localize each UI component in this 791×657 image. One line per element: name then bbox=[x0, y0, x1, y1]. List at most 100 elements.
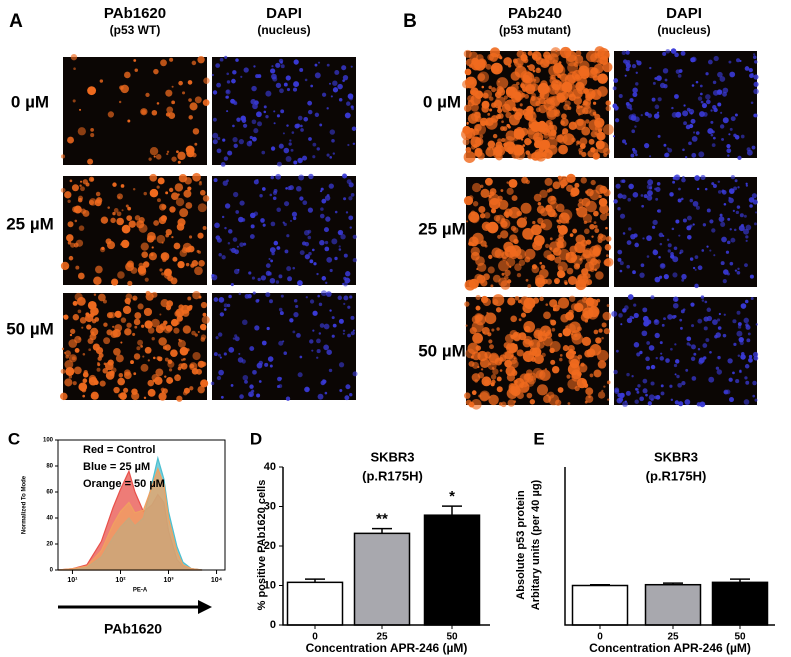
cell bbox=[275, 280, 280, 284]
cell bbox=[72, 314, 80, 321]
cell bbox=[516, 391, 524, 400]
cell bbox=[580, 177, 587, 184]
cell bbox=[334, 210, 338, 214]
cell bbox=[496, 86, 504, 94]
cell bbox=[113, 386, 120, 394]
cell bbox=[144, 346, 152, 354]
cell bbox=[72, 206, 79, 213]
cell bbox=[549, 347, 555, 354]
cell bbox=[318, 302, 323, 307]
cell bbox=[701, 102, 708, 109]
cell bbox=[216, 148, 222, 154]
cell bbox=[221, 255, 226, 260]
cell bbox=[512, 106, 517, 112]
cell bbox=[250, 224, 255, 229]
cell bbox=[317, 393, 324, 400]
cell bbox=[314, 112, 320, 117]
cell bbox=[501, 120, 504, 124]
cell bbox=[496, 113, 502, 120]
cell bbox=[647, 190, 653, 197]
micrograph bbox=[60, 54, 210, 165]
x-axis-label: Concentration APR-246 (µM) bbox=[589, 641, 751, 655]
cell bbox=[240, 75, 243, 78]
cell bbox=[488, 354, 500, 366]
cell bbox=[477, 71, 490, 83]
cell bbox=[82, 371, 89, 378]
cell bbox=[680, 197, 684, 201]
cell bbox=[478, 205, 486, 214]
cell bbox=[213, 352, 218, 356]
cell bbox=[690, 112, 693, 115]
cell bbox=[734, 179, 738, 183]
cell bbox=[293, 160, 298, 165]
cell bbox=[737, 155, 742, 161]
cell bbox=[484, 244, 488, 248]
cell bbox=[633, 233, 638, 238]
cell bbox=[322, 379, 326, 383]
cell bbox=[517, 63, 522, 68]
cell bbox=[665, 358, 670, 363]
cell bbox=[625, 63, 631, 69]
cell bbox=[256, 393, 261, 398]
cell bbox=[324, 391, 328, 395]
cell bbox=[737, 322, 742, 326]
cell bbox=[176, 150, 179, 154]
cell bbox=[669, 384, 673, 388]
cell bbox=[298, 174, 305, 181]
cell bbox=[722, 279, 727, 284]
cell bbox=[79, 108, 82, 111]
cell bbox=[589, 373, 594, 378]
cell bbox=[259, 194, 263, 198]
cell bbox=[199, 189, 206, 196]
cell bbox=[698, 357, 705, 364]
cell bbox=[123, 371, 132, 380]
cell bbox=[533, 78, 537, 82]
cell bbox=[121, 239, 130, 249]
cell bbox=[653, 113, 660, 119]
cell bbox=[127, 119, 131, 123]
cell bbox=[497, 108, 503, 114]
cell bbox=[728, 188, 735, 194]
cell bbox=[640, 194, 644, 197]
cell bbox=[465, 126, 468, 130]
cell bbox=[506, 279, 512, 284]
cell bbox=[200, 337, 206, 342]
cell bbox=[565, 325, 569, 330]
cell bbox=[469, 213, 480, 224]
cell bbox=[244, 293, 250, 299]
cell bbox=[549, 299, 558, 308]
cell bbox=[555, 203, 565, 213]
cell bbox=[280, 61, 283, 64]
cell bbox=[117, 271, 125, 279]
cell bbox=[283, 82, 288, 87]
cell bbox=[113, 347, 121, 356]
cell bbox=[64, 350, 72, 357]
cell bbox=[531, 357, 536, 362]
cell bbox=[352, 142, 356, 146]
cell bbox=[489, 188, 497, 195]
cell bbox=[228, 294, 232, 299]
cell bbox=[488, 85, 492, 90]
cell bbox=[73, 366, 82, 375]
cell bbox=[500, 401, 507, 408]
cell bbox=[276, 114, 280, 118]
cell bbox=[497, 106, 501, 110]
micrograph-bg bbox=[614, 51, 757, 158]
cell bbox=[291, 211, 298, 217]
cell bbox=[317, 61, 321, 64]
cell bbox=[258, 380, 262, 383]
cell bbox=[349, 226, 352, 229]
cell bbox=[166, 150, 170, 154]
cell bbox=[751, 193, 757, 199]
cell bbox=[691, 152, 697, 158]
cell bbox=[754, 398, 758, 402]
cell bbox=[520, 202, 532, 214]
cell bbox=[562, 131, 565, 135]
cell bbox=[107, 111, 115, 118]
cell bbox=[194, 333, 198, 337]
cell bbox=[213, 297, 219, 302]
cell bbox=[148, 157, 152, 161]
cell bbox=[604, 243, 612, 251]
cell bbox=[289, 318, 294, 323]
cell bbox=[79, 184, 82, 187]
